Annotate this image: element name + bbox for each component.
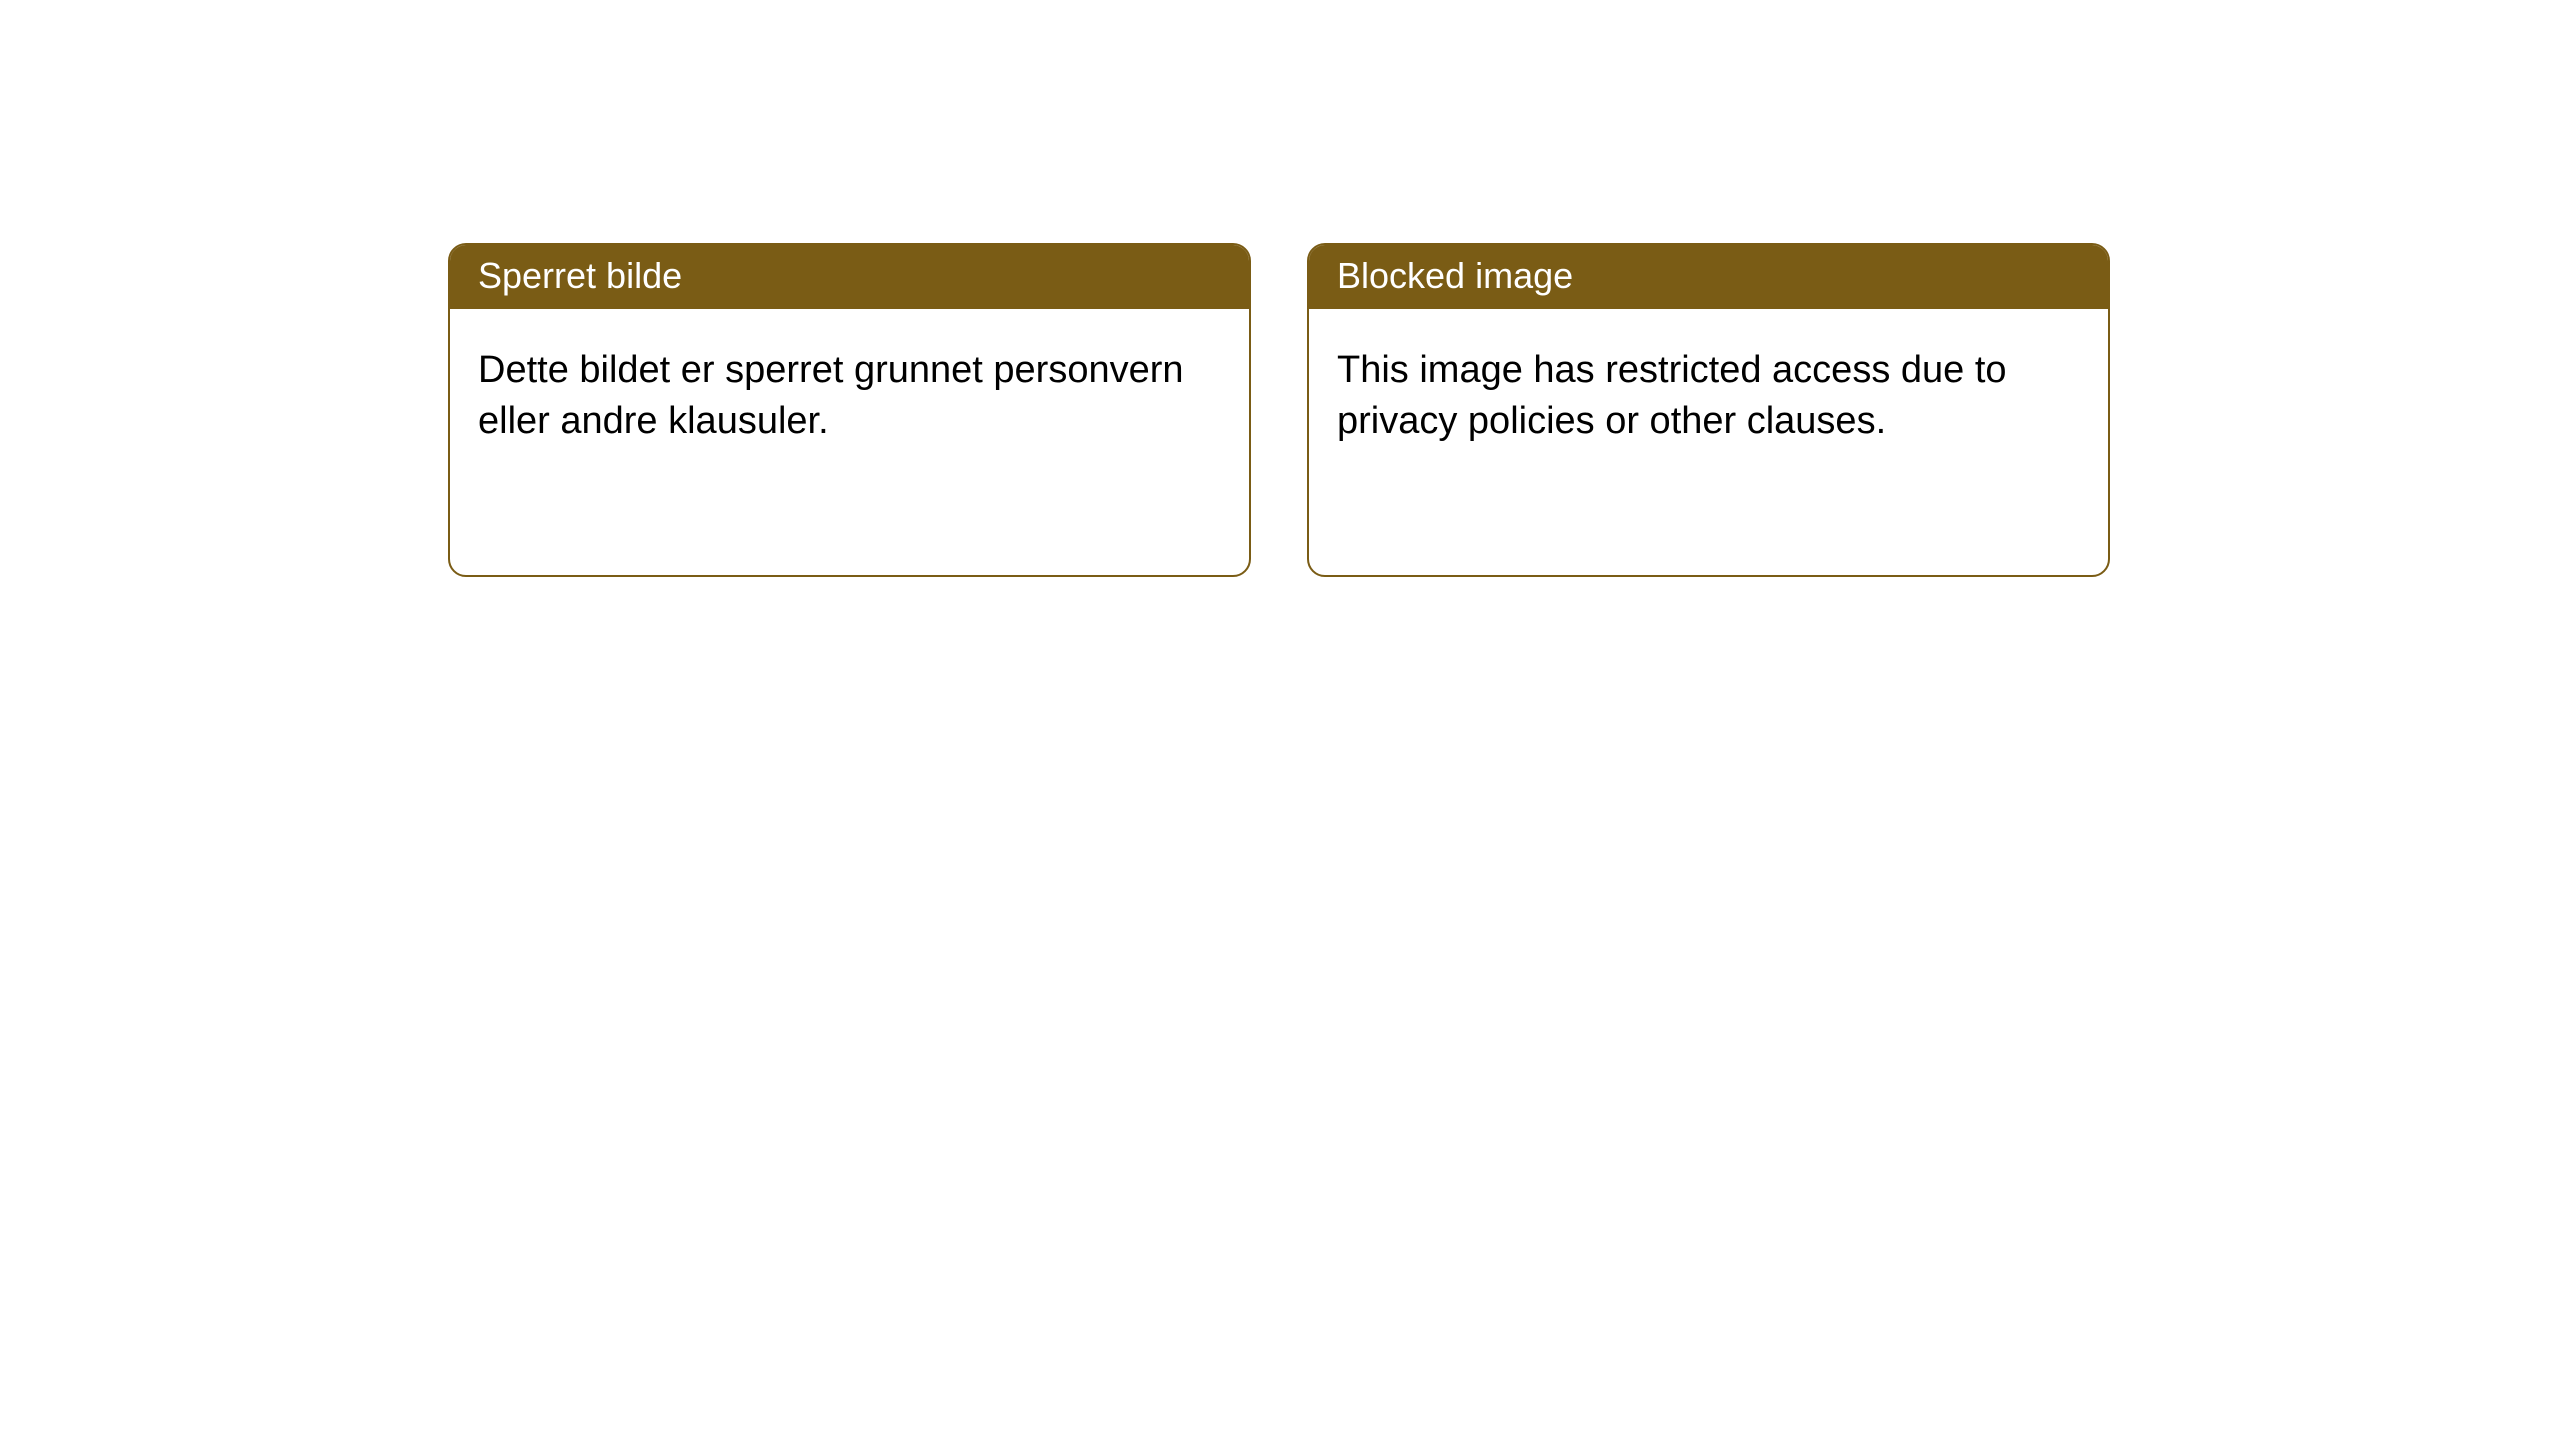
notice-card-no: Sperret bilde Dette bildet er sperret gr…: [448, 243, 1251, 577]
notice-card-no-title: Sperret bilde: [450, 245, 1249, 309]
notice-wrapper: Sperret bilde Dette bildet er sperret gr…: [0, 0, 2560, 577]
notice-card-en-title: Blocked image: [1309, 245, 2108, 309]
notice-card-en-body: This image has restricted access due to …: [1309, 309, 2108, 484]
notice-card-en: Blocked image This image has restricted …: [1307, 243, 2110, 577]
notice-card-no-body: Dette bildet er sperret grunnet personve…: [450, 309, 1249, 484]
